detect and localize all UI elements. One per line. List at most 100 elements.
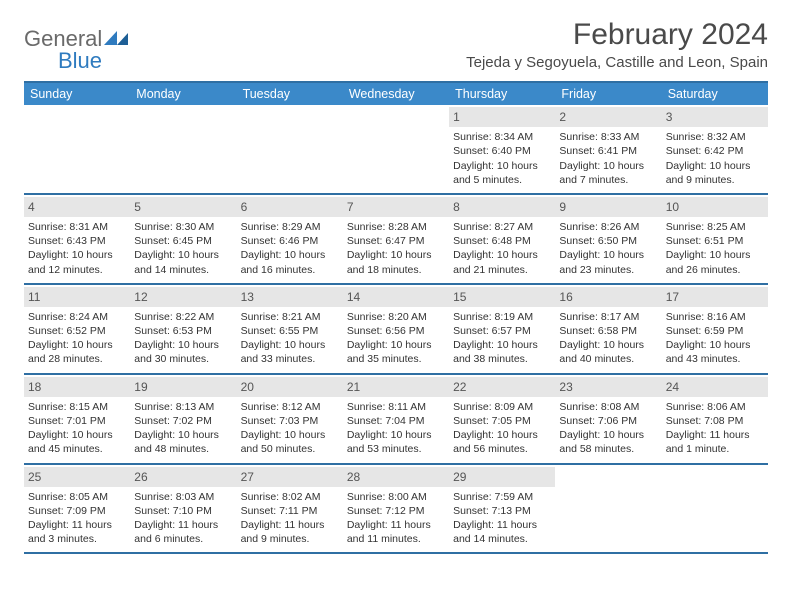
day-cell: 12Sunrise: 8:22 AMSunset: 6:53 PMDayligh… — [130, 285, 236, 373]
sunrise-text: Sunrise: 8:00 AM — [347, 490, 445, 504]
day-cell: 16Sunrise: 8:17 AMSunset: 6:58 PMDayligh… — [555, 285, 661, 373]
sunset-text: Sunset: 6:41 PM — [559, 144, 657, 158]
day-cell: 21Sunrise: 8:11 AMSunset: 7:04 PMDayligh… — [343, 375, 449, 463]
day-cell — [24, 105, 130, 193]
day-number: 23 — [555, 377, 661, 397]
daylight-text: Daylight: 10 hours and 21 minutes. — [453, 248, 551, 276]
sunset-text: Sunset: 7:12 PM — [347, 504, 445, 518]
sunrise-text: Sunrise: 8:27 AM — [453, 220, 551, 234]
day-cell: 15Sunrise: 8:19 AMSunset: 6:57 PMDayligh… — [449, 285, 555, 373]
daylight-text: Daylight: 10 hours and 9 minutes. — [666, 159, 764, 187]
day-number: 3 — [662, 107, 768, 127]
day-cell: 24Sunrise: 8:06 AMSunset: 7:08 PMDayligh… — [662, 375, 768, 463]
daylight-text: Daylight: 11 hours and 3 minutes. — [28, 518, 126, 546]
sunset-text: Sunset: 7:06 PM — [559, 414, 657, 428]
day-cell: 4Sunrise: 8:31 AMSunset: 6:43 PMDaylight… — [24, 195, 130, 283]
day-cell: 17Sunrise: 8:16 AMSunset: 6:59 PMDayligh… — [662, 285, 768, 373]
daylight-text: Daylight: 10 hours and 30 minutes. — [134, 338, 232, 366]
day-number: 11 — [24, 287, 130, 307]
day-number: 2 — [555, 107, 661, 127]
day-number: 29 — [449, 467, 555, 487]
sunset-text: Sunset: 7:10 PM — [134, 504, 232, 518]
sunrise-text: Sunrise: 8:17 AM — [559, 310, 657, 324]
day-number: 6 — [237, 197, 343, 217]
sunrise-text: Sunrise: 8:09 AM — [453, 400, 551, 414]
sunrise-text: Sunrise: 8:13 AM — [134, 400, 232, 414]
daylight-text: Daylight: 10 hours and 35 minutes. — [347, 338, 445, 366]
daylight-text: Daylight: 10 hours and 33 minutes. — [241, 338, 339, 366]
daylight-text: Daylight: 10 hours and 26 minutes. — [666, 248, 764, 276]
sunset-text: Sunset: 6:52 PM — [28, 324, 126, 338]
calendar: SundayMondayTuesdayWednesdayThursdayFrid… — [24, 81, 768, 554]
sunrise-text: Sunrise: 8:24 AM — [28, 310, 126, 324]
day-cell: 27Sunrise: 8:02 AMSunset: 7:11 PMDayligh… — [237, 465, 343, 553]
day-number: 8 — [449, 197, 555, 217]
sunset-text: Sunset: 6:43 PM — [28, 234, 126, 248]
daylight-text: Daylight: 10 hours and 53 minutes. — [347, 428, 445, 456]
logo: General Blue — [24, 26, 130, 52]
day-cell — [130, 105, 236, 193]
sunset-text: Sunset: 6:42 PM — [666, 144, 764, 158]
sunrise-text: Sunrise: 8:15 AM — [28, 400, 126, 414]
daylight-text: Daylight: 10 hours and 43 minutes. — [666, 338, 764, 366]
day-cell: 18Sunrise: 8:15 AMSunset: 7:01 PMDayligh… — [24, 375, 130, 463]
day-number — [130, 107, 236, 111]
sunset-text: Sunset: 6:45 PM — [134, 234, 232, 248]
day-number — [555, 467, 661, 471]
day-number — [237, 107, 343, 111]
sunrise-text: Sunrise: 8:33 AM — [559, 130, 657, 144]
daylight-text: Daylight: 11 hours and 6 minutes. — [134, 518, 232, 546]
day-cell: 3Sunrise: 8:32 AMSunset: 6:42 PMDaylight… — [662, 105, 768, 193]
sunrise-text: Sunrise: 8:06 AM — [666, 400, 764, 414]
daylight-text: Daylight: 11 hours and 9 minutes. — [241, 518, 339, 546]
week-row: 11Sunrise: 8:24 AMSunset: 6:52 PMDayligh… — [24, 285, 768, 375]
day-number: 13 — [237, 287, 343, 307]
day-header: Wednesday — [343, 83, 449, 105]
day-cell: 28Sunrise: 8:00 AMSunset: 7:12 PMDayligh… — [343, 465, 449, 553]
day-number: 1 — [449, 107, 555, 127]
day-number: 14 — [343, 287, 449, 307]
sunrise-text: Sunrise: 7:59 AM — [453, 490, 551, 504]
day-number: 12 — [130, 287, 236, 307]
sunset-text: Sunset: 7:04 PM — [347, 414, 445, 428]
sunset-text: Sunset: 7:01 PM — [28, 414, 126, 428]
sunset-text: Sunset: 7:03 PM — [241, 414, 339, 428]
daylight-text: Daylight: 10 hours and 48 minutes. — [134, 428, 232, 456]
day-number: 17 — [662, 287, 768, 307]
day-number: 21 — [343, 377, 449, 397]
daylight-text: Daylight: 11 hours and 14 minutes. — [453, 518, 551, 546]
sunset-text: Sunset: 6:47 PM — [347, 234, 445, 248]
day-header: Thursday — [449, 83, 555, 105]
day-number: 27 — [237, 467, 343, 487]
sunset-text: Sunset: 7:02 PM — [134, 414, 232, 428]
daylight-text: Daylight: 10 hours and 18 minutes. — [347, 248, 445, 276]
day-number — [662, 467, 768, 471]
sunrise-text: Sunrise: 8:03 AM — [134, 490, 232, 504]
daylight-text: Daylight: 10 hours and 7 minutes. — [559, 159, 657, 187]
daylight-text: Daylight: 10 hours and 28 minutes. — [28, 338, 126, 366]
day-cell — [555, 465, 661, 553]
daylight-text: Daylight: 11 hours and 1 minute. — [666, 428, 764, 456]
day-cell: 1Sunrise: 8:34 AMSunset: 6:40 PMDaylight… — [449, 105, 555, 193]
sunrise-text: Sunrise: 8:31 AM — [28, 220, 126, 234]
day-header: Sunday — [24, 83, 130, 105]
day-cell: 13Sunrise: 8:21 AMSunset: 6:55 PMDayligh… — [237, 285, 343, 373]
daylight-text: Daylight: 10 hours and 40 minutes. — [559, 338, 657, 366]
sunrise-text: Sunrise: 8:02 AM — [241, 490, 339, 504]
sunset-text: Sunset: 7:08 PM — [666, 414, 764, 428]
day-number: 4 — [24, 197, 130, 217]
week-row: 1Sunrise: 8:34 AMSunset: 6:40 PMDaylight… — [24, 105, 768, 195]
day-cell: 23Sunrise: 8:08 AMSunset: 7:06 PMDayligh… — [555, 375, 661, 463]
day-cell: 6Sunrise: 8:29 AMSunset: 6:46 PMDaylight… — [237, 195, 343, 283]
day-cell: 2 Sunrise: 8:33 AMSunset: 6:41 PMDaylight… — [555, 105, 661, 193]
sunrise-text: Sunrise: 8:12 AM — [241, 400, 339, 414]
day-cell: 19Sunrise: 8:13 AMSunset: 7:02 PMDayligh… — [130, 375, 236, 463]
day-header: Monday — [130, 83, 236, 105]
logo-text-blue: Blue — [58, 48, 102, 74]
day-cell: 29Sunrise: 7:59 AMSunset: 7:13 PMDayligh… — [449, 465, 555, 553]
day-number — [24, 107, 130, 111]
day-cell: 10Sunrise: 8:25 AMSunset: 6:51 PMDayligh… — [662, 195, 768, 283]
sunset-text: Sunset: 6:59 PM — [666, 324, 764, 338]
sunrise-text: Sunrise: 8:25 AM — [666, 220, 764, 234]
sunset-text: Sunset: 7:05 PM — [453, 414, 551, 428]
